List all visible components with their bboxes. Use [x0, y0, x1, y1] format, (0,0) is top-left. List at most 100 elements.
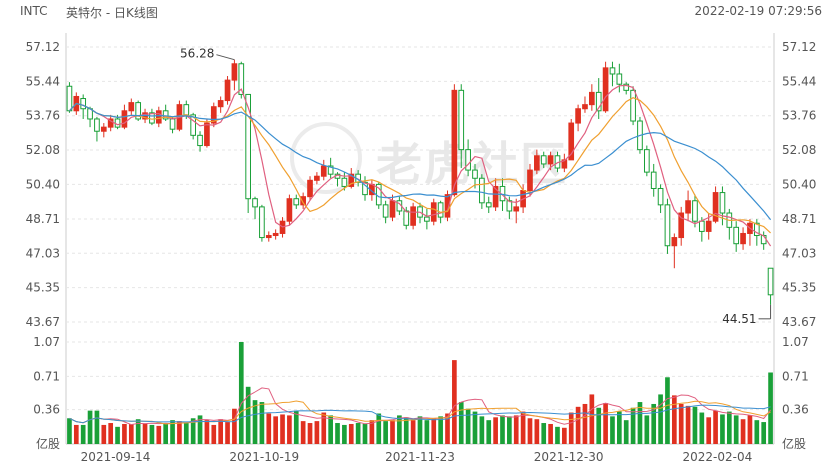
volume-bar[interactable] [740, 419, 746, 444]
volume-bar[interactable] [644, 415, 650, 444]
volume-bar[interactable] [397, 415, 402, 444]
candle-body[interactable] [630, 89, 636, 122]
volume-bar[interactable] [747, 415, 753, 444]
volume-bar[interactable] [128, 423, 134, 444]
volume-bar[interactable] [465, 408, 471, 444]
volume-bar[interactable] [149, 424, 155, 444]
volume-bar[interactable] [328, 415, 333, 444]
candle-body[interactable] [479, 177, 485, 204]
candle-body[interactable] [575, 108, 581, 124]
candle-body[interactable] [602, 67, 609, 112]
candle-body[interactable] [657, 187, 664, 206]
volume-bar[interactable] [603, 403, 608, 444]
candle-body[interactable] [568, 122, 575, 161]
candle-body[interactable] [534, 155, 540, 171]
candle-body[interactable] [547, 155, 554, 165]
volume-bar[interactable] [197, 415, 203, 444]
candle-body[interactable] [492, 185, 499, 208]
candle-body[interactable] [437, 202, 444, 218]
volume-bar[interactable] [342, 424, 347, 444]
candle-body[interactable] [753, 222, 760, 237]
volume-bar[interactable] [761, 422, 767, 444]
candle-body[interactable] [307, 179, 313, 198]
candle-body[interactable] [664, 204, 671, 247]
volume-bar[interactable] [513, 415, 519, 444]
candle-body[interactable] [272, 232, 279, 237]
volume-bar[interactable] [87, 410, 93, 444]
candle-body[interactable] [314, 175, 320, 181]
candle-body[interactable] [582, 104, 588, 110]
candle-body[interactable] [609, 67, 616, 75]
volume-bar[interactable] [541, 423, 547, 444]
candle-body[interactable] [705, 220, 712, 232]
candle-body[interactable] [451, 89, 458, 196]
volume-bar[interactable] [300, 421, 306, 444]
candle-body[interactable] [197, 134, 203, 147]
candle-body[interactable] [155, 110, 162, 124]
candle-body[interactable] [692, 200, 698, 222]
candle-body[interactable] [458, 89, 465, 151]
volume-bar[interactable] [520, 411, 526, 444]
volume-bar[interactable] [665, 377, 670, 444]
volume-bar[interactable] [67, 418, 72, 444]
volume-bar[interactable] [122, 423, 127, 444]
volume-bar[interactable] [431, 418, 437, 444]
candle-body[interactable] [595, 91, 602, 112]
volume-bar[interactable] [190, 418, 196, 444]
volume-bar[interactable] [383, 421, 388, 444]
volume-bar[interactable] [101, 424, 107, 444]
volume-bar[interactable] [177, 421, 182, 444]
volume-bar[interactable] [768, 372, 773, 444]
volume-bar[interactable] [424, 420, 430, 444]
candle-body[interactable] [430, 202, 437, 222]
volume-bar[interactable] [410, 420, 416, 444]
candle-body[interactable] [685, 200, 691, 214]
volume-bar[interactable] [733, 415, 739, 444]
candle-body[interactable] [671, 237, 678, 247]
volume-bar[interactable] [596, 407, 602, 444]
volume-bar[interactable] [259, 402, 265, 444]
candle-body[interactable] [589, 91, 595, 106]
volume-bar[interactable] [252, 400, 258, 444]
volume-bar[interactable] [754, 420, 760, 444]
volume-bar[interactable] [610, 416, 615, 444]
volume-bar[interactable] [293, 410, 299, 444]
candle-body[interactable] [265, 235, 272, 239]
volume-bar[interactable] [720, 414, 725, 444]
volume-bar[interactable] [713, 410, 718, 444]
candle-body[interactable] [183, 104, 190, 116]
volume-bar[interactable] [582, 403, 588, 444]
volume-bar[interactable] [630, 407, 636, 444]
candle-body[interactable] [224, 79, 231, 102]
candle-body[interactable] [210, 106, 217, 124]
candle-body[interactable] [128, 102, 135, 112]
volume-bar[interactable] [637, 402, 643, 444]
volume-bar[interactable] [211, 424, 217, 444]
candle-body[interactable] [403, 210, 410, 226]
candle-body[interactable] [424, 216, 430, 222]
candle-body[interactable] [678, 212, 685, 239]
candle-body[interactable] [348, 173, 355, 187]
candle-body[interactable] [190, 114, 197, 136]
volume-bar[interactable] [280, 414, 285, 444]
volume-bar[interactable] [135, 419, 141, 444]
volume-bar[interactable] [218, 419, 223, 444]
candle-body[interactable] [382, 204, 389, 218]
volume-bar[interactable] [238, 342, 244, 444]
candle-body[interactable] [540, 155, 547, 165]
volume-bar[interactable] [671, 395, 677, 444]
candle-body[interactable] [389, 200, 396, 218]
volume-bar[interactable] [403, 417, 409, 444]
candle-body[interactable] [527, 169, 533, 192]
volume-bar[interactable] [534, 419, 540, 444]
volume-bar[interactable] [562, 427, 567, 444]
volume-bar[interactable] [699, 412, 705, 444]
candle-body[interactable] [252, 198, 258, 208]
candle-body[interactable] [238, 63, 245, 95]
candle-body[interactable] [162, 110, 169, 120]
candle-body[interactable] [204, 122, 210, 147]
candle-body[interactable] [293, 198, 300, 206]
candle-body[interactable] [623, 83, 630, 91]
volume-bar[interactable] [163, 423, 169, 444]
